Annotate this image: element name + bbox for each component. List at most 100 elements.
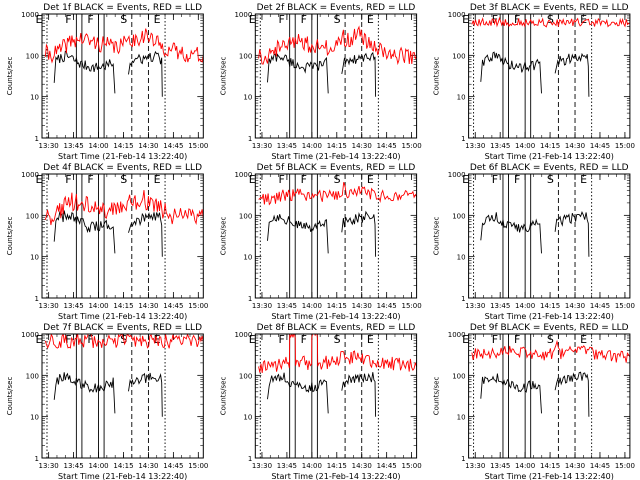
x-tick-label: 14:30 — [565, 142, 585, 150]
y-tick-label: 1000 — [448, 171, 466, 179]
marker-label: S — [547, 333, 554, 346]
y-tick-label: 100 — [26, 372, 39, 380]
lld-series-line — [258, 25, 417, 66]
x-tick-label: 13:45 — [490, 462, 510, 470]
events-series-line — [53, 50, 116, 94]
x-tick-label: 13:30 — [39, 142, 59, 150]
x-tick-label: 13:45 — [64, 142, 84, 150]
x-tick-label: 15:00 — [188, 142, 208, 150]
x-tick-label: 14:15 — [113, 142, 133, 150]
marker-label: E — [36, 173, 43, 186]
x-tick-label: 14:00 — [302, 302, 322, 310]
x-tick-label: 13:30 — [252, 302, 272, 310]
marker-label: E — [36, 333, 43, 346]
lld-series-line — [258, 334, 417, 373]
marker-label: E — [249, 173, 256, 186]
marker-label: F — [279, 333, 285, 346]
marker-label: E — [580, 173, 587, 186]
marker-label: S — [547, 173, 554, 186]
events-series-line — [53, 372, 116, 414]
marker-label: E — [154, 13, 161, 26]
events-series-line — [267, 53, 329, 94]
events-series-line — [554, 52, 590, 97]
x-tick-label: 14:45 — [163, 302, 183, 310]
marker-label: E — [580, 13, 587, 26]
panel-title: Det 8f BLACK = Events, RED = LLD — [257, 323, 416, 333]
events-series-line — [480, 51, 542, 94]
marker-label: S — [120, 13, 127, 26]
x-tick-label: 14:15 — [540, 462, 560, 470]
marker-label: F — [514, 333, 520, 346]
plot-frame — [468, 173, 631, 299]
panel-title: Det 4f BLACK = Events, RED = LLD — [43, 163, 202, 173]
y-tick-label: 10 — [457, 94, 466, 102]
x-tick-label: 14:30 — [138, 462, 158, 470]
lld-series-line — [471, 339, 630, 363]
x-tick-label: 14:00 — [88, 462, 108, 470]
y-tick-label: 10 — [30, 414, 39, 422]
y-axis-label: Counts/sec — [433, 217, 441, 256]
y-tick-label: 1000 — [234, 331, 252, 339]
marker-label: F — [492, 333, 498, 346]
x-tick-label: 13:30 — [465, 142, 485, 150]
events-series-line — [554, 211, 590, 257]
y-tick-label: 1 — [248, 455, 252, 463]
y-tick-label: 100 — [239, 212, 252, 220]
x-tick-label: 14:30 — [352, 462, 372, 470]
y-tick-label: 1000 — [234, 11, 252, 19]
marker-label: F — [87, 173, 93, 186]
marker-label: S — [334, 333, 341, 346]
marker-label: E — [249, 13, 256, 26]
y-tick-label: 1 — [35, 135, 39, 143]
marker-label: F — [279, 173, 285, 186]
y-axis-label: Counts/sec — [219, 377, 227, 416]
events-series-line — [267, 214, 329, 254]
y-tick-label: 100 — [239, 52, 252, 60]
x-axis-label: Start Time (21-Feb-14 13:22:40) — [271, 152, 400, 161]
x-axis-label: Start Time (21-Feb-14 13:22:40) — [271, 312, 400, 321]
lld-series-line — [44, 190, 204, 226]
x-tick-label: 14:00 — [515, 462, 535, 470]
marker-label: F — [514, 13, 520, 26]
detector-panel-1: Det 1f BLACK = Events, RED = LLD Counts/s… — [6, 3, 208, 161]
events-series-line — [341, 210, 377, 257]
events-series-line — [554, 371, 590, 417]
x-tick-label: 14:30 — [352, 142, 372, 150]
x-tick-label: 13:45 — [277, 302, 297, 310]
panel-title: Det 7f BLACK = Events, RED = LLD — [43, 323, 202, 333]
y-tick-label: 1 — [461, 455, 465, 463]
x-tick-label: 14:30 — [352, 302, 372, 310]
y-tick-label: 1000 — [234, 171, 252, 179]
y-axis-label: Counts/sec — [433, 377, 441, 416]
x-tick-label: 15:00 — [402, 462, 422, 470]
y-tick-label: 10 — [243, 254, 252, 262]
marker-label: F — [492, 173, 498, 186]
detector-panel-4: Det 4f BLACK = Events, RED = LLD Counts/s… — [6, 163, 208, 321]
events-series-line — [128, 372, 163, 417]
panel-title: Det 9f BLACK = Events, RED = LLD — [470, 323, 629, 333]
marker-label: E — [367, 173, 374, 186]
detector-panel-9: Det 9f BLACK = Events, RED = LLD Counts/s… — [433, 323, 635, 480]
x-tick-label: 14:00 — [88, 142, 108, 150]
events-series-line — [341, 51, 377, 97]
marker-label: E — [462, 333, 469, 346]
events-series-line — [53, 210, 116, 254]
marker-label: E — [154, 173, 161, 186]
x-tick-label: 15:00 — [615, 142, 635, 150]
x-tick-label: 14:45 — [163, 462, 183, 470]
x-tick-label: 14:45 — [377, 302, 397, 310]
y-tick-label: 1000 — [21, 11, 39, 19]
marker-label: F — [301, 13, 307, 26]
detector-panel-2: Det 2f BLACK = Events, RED = LLD Counts/s… — [219, 3, 421, 161]
x-tick-label: 14:15 — [327, 462, 347, 470]
marker-label: E — [367, 333, 374, 346]
marker-label: F — [514, 173, 520, 186]
marker-label: E — [580, 333, 587, 346]
x-tick-label: 15:00 — [615, 302, 635, 310]
x-tick-label: 14:45 — [163, 142, 183, 150]
x-tick-label: 14:15 — [540, 142, 560, 150]
y-axis-label: Counts/sec — [6, 217, 14, 256]
lld-series-line — [44, 334, 204, 350]
x-tick-label: 14:30 — [138, 302, 158, 310]
x-tick-label: 13:45 — [490, 302, 510, 310]
